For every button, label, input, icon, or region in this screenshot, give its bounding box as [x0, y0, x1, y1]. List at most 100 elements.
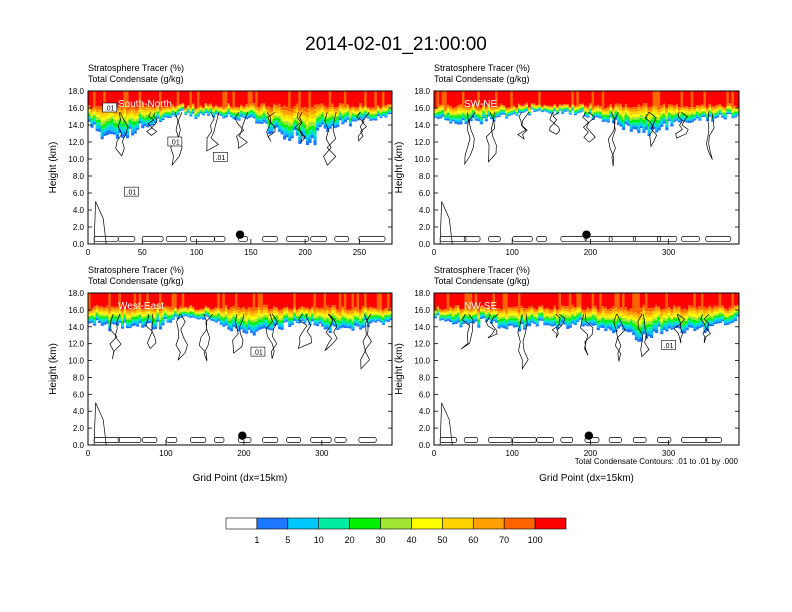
y-tick-label: 18.0 — [414, 289, 430, 298]
panel-title-line1: Stratosphere Tracer (%) — [434, 63, 530, 73]
y-tick-label: 2.0 — [419, 424, 431, 433]
x-tick-label: 100 — [159, 449, 173, 458]
colorbar-label: 5 — [285, 535, 290, 545]
x-tick-label: 100 — [190, 248, 204, 257]
colorbar-label: 10 — [314, 535, 324, 545]
panel-region-label: West-East — [118, 301, 164, 312]
y-tick-label: 0.0 — [419, 441, 431, 450]
x-tick-label: 0 — [432, 449, 437, 458]
x-tick-label: 200 — [237, 449, 251, 458]
panel-4: Stratosphere Tracer (%)Total Condensate … — [394, 265, 740, 484]
y-tick-label: 8.0 — [419, 172, 431, 181]
colorbar-swatch — [442, 517, 474, 530]
y-tick-label: 8.0 — [73, 172, 85, 181]
y-tick-label: 18.0 — [414, 87, 430, 96]
colorbar-swatch — [225, 517, 258, 530]
y-tick-label: 12.0 — [68, 138, 84, 147]
panel-title-line2: Total Condensate (g/kg) — [88, 276, 184, 286]
x-tick-label: 50 — [138, 248, 147, 257]
x-tick-label: 0 — [432, 248, 437, 257]
plot-frame — [433, 292, 740, 446]
panel-title-line1: Stratosphere Tracer (%) — [88, 63, 184, 73]
colorbar: 1 5 10 20 30 40 50 60 70 100 — [225, 517, 567, 545]
y-tick-label: 14.0 — [68, 121, 84, 130]
y-tick-label: 0.0 — [419, 240, 431, 249]
y-tick-label: 12.0 — [414, 138, 430, 147]
colorbar-label: 100 — [528, 535, 543, 545]
x-tick-label: 250 — [353, 248, 367, 257]
location-marker — [584, 431, 594, 440]
tracer-field — [434, 293, 739, 342]
colorbar-label: 70 — [499, 535, 509, 545]
panel-title-line2: Total Condensate (g/kg) — [88, 74, 184, 84]
x-tick-label: 200 — [584, 248, 598, 257]
panel-title-line1: Stratosphere Tracer (%) — [434, 265, 530, 275]
x-tick-label: 300 — [662, 248, 676, 257]
y-tick-label: 4.0 — [419, 407, 431, 416]
colorbar-swatch — [472, 517, 505, 530]
y-tick-label: 6.0 — [419, 390, 431, 399]
colorbar-swatch — [318, 517, 350, 530]
location-marker — [238, 431, 247, 440]
panel-1: Stratosphere Tracer (%)Total Condensate … — [48, 63, 393, 257]
colorbar-label: 60 — [468, 535, 478, 545]
contour-footer-note: Total Condensate Contours: .01 to .01 by… — [575, 457, 739, 466]
x-tick-label: 0 — [86, 248, 91, 257]
colorbar-swatch — [503, 517, 536, 530]
panel-3: Stratosphere Tracer (%)Total Condensate … — [48, 265, 393, 484]
y-tick-label: 0.0 — [73, 441, 85, 450]
colorbar-swatch — [380, 517, 412, 530]
y-tick-label: 16.0 — [414, 306, 430, 315]
y-tick-label: 4.0 — [419, 206, 431, 215]
plot-frame — [87, 292, 393, 446]
colorbar-label: 50 — [437, 535, 447, 545]
panel-region-label: South-North — [118, 99, 172, 110]
tracer-field — [88, 293, 392, 336]
y-tick-label: 10.0 — [414, 357, 430, 366]
y-tick-label: 10.0 — [68, 155, 84, 164]
condensate-contours — [439, 313, 722, 446]
x-tick-label: 300 — [315, 449, 329, 458]
y-tick-label: 6.0 — [73, 189, 85, 198]
y-axis-label: Height (km) — [48, 142, 59, 194]
y-tick-label: 18.0 — [68, 289, 84, 298]
x-axis-label: Grid Point (dx=15km) — [539, 473, 634, 484]
panel-title-line2: Total Condensate (g/kg) — [434, 276, 530, 286]
contour-label: .01 — [170, 140, 180, 147]
y-tick-label: 8.0 — [73, 373, 85, 382]
y-tick-label: 18.0 — [68, 87, 84, 96]
colorbar-swatch — [349, 517, 381, 530]
plot-frame — [87, 90, 393, 245]
x-tick-label: 100 — [506, 449, 520, 458]
x-tick-label: 200 — [298, 248, 312, 257]
y-tick-label: 4.0 — [73, 206, 85, 215]
condensate-contours — [439, 111, 732, 245]
x-tick-label: 300 — [662, 449, 676, 458]
x-tick-label: 100 — [506, 248, 520, 257]
y-tick-label: 6.0 — [419, 189, 431, 198]
location-marker — [235, 230, 245, 239]
y-tick-label: 16.0 — [68, 306, 84, 315]
contour-label-box — [124, 186, 139, 197]
panel-2: Stratosphere Tracer (%)Total Condensate … — [394, 63, 740, 257]
y-tick-label: 16.0 — [414, 104, 430, 113]
y-tick-label: 2.0 — [419, 223, 431, 232]
y-tick-label: 16.0 — [68, 104, 84, 113]
x-tick-label: 0 — [86, 449, 91, 458]
y-tick-label: 14.0 — [68, 323, 84, 332]
contour-label-box — [213, 152, 228, 162]
y-tick-label: 14.0 — [414, 323, 430, 332]
y-tick-label: 8.0 — [419, 373, 431, 382]
x-axis-label: Grid Point (dx=15km) — [193, 473, 288, 484]
panel-title-line1: Stratosphere Tracer (%) — [88, 265, 184, 275]
tracer-field — [88, 91, 392, 146]
contour-label: .01 — [253, 350, 263, 357]
colorbar-swatch — [411, 517, 443, 530]
x-tick-label: 150 — [244, 248, 258, 257]
colorbar-swatch — [287, 517, 320, 530]
y-tick-label: 4.0 — [73, 407, 85, 416]
contour-label-box — [102, 102, 118, 113]
figure-title: 2014-02-01_21:00:00 — [305, 34, 487, 55]
y-tick-label: 2.0 — [73, 424, 85, 433]
